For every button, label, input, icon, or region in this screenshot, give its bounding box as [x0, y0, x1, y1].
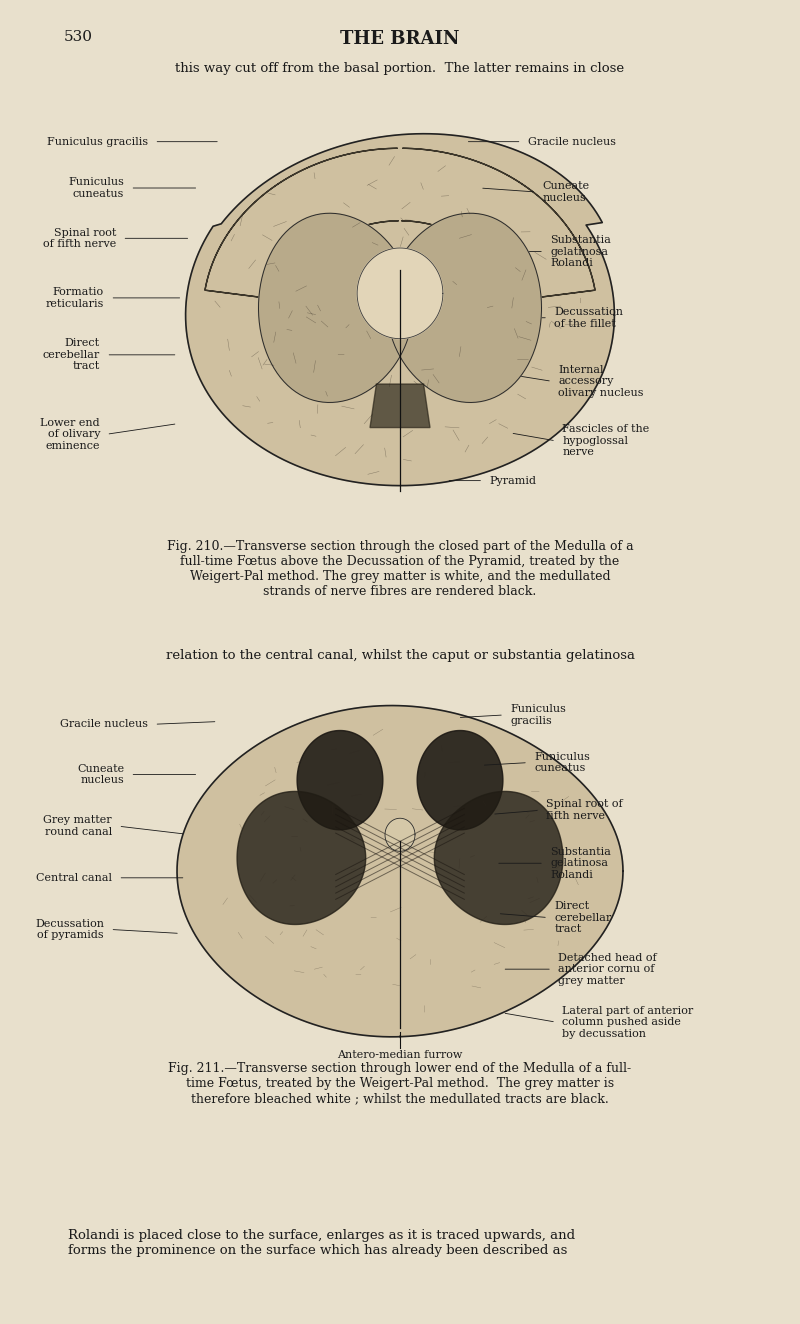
Text: Fascicles of the
hypoglossal
nerve: Fascicles of the hypoglossal nerve — [562, 424, 650, 458]
Text: Direct
cerebellar
tract: Direct cerebellar tract — [42, 338, 100, 372]
Polygon shape — [297, 731, 383, 830]
Polygon shape — [387, 213, 542, 402]
Text: Funiculus
gracilis: Funiculus gracilis — [510, 704, 566, 726]
Text: Formatio
reticularis: Formatio reticularis — [46, 287, 104, 308]
Text: Internal
accessory
olivary nucleus: Internal accessory olivary nucleus — [558, 364, 644, 399]
Text: Fig. 211.—Transverse section through lower end of the Medulla of a full-
time Fœ: Fig. 211.—Transverse section through low… — [169, 1062, 631, 1104]
Text: 530: 530 — [64, 30, 93, 45]
Text: Spinal root of
fifth nerve: Spinal root of fifth nerve — [546, 800, 623, 821]
Text: Gracile nucleus: Gracile nucleus — [60, 719, 148, 730]
Text: Decussation
of pyramids: Decussation of pyramids — [35, 919, 104, 940]
Text: THE BRAIN: THE BRAIN — [340, 30, 460, 49]
Polygon shape — [434, 792, 563, 924]
Text: Decussation
of the fillet: Decussation of the fillet — [554, 307, 623, 328]
Text: Rolandi is placed close to the surface, enlarges as it is traced upwards, and
fo: Rolandi is placed close to the surface, … — [68, 1229, 575, 1256]
Text: relation to the central canal, whilst the caput or substantia gelatinosa: relation to the central canal, whilst th… — [166, 649, 634, 662]
Polygon shape — [417, 731, 503, 830]
Text: Gracile nucleus: Gracile nucleus — [528, 136, 616, 147]
Polygon shape — [357, 248, 443, 339]
Text: Substantia
gelatinosa
Rolandi: Substantia gelatinosa Rolandi — [550, 846, 611, 880]
Text: Lower end
of olivary
eminence: Lower end of olivary eminence — [40, 417, 100, 451]
Text: Spinal root
of fifth nerve: Spinal root of fifth nerve — [42, 228, 116, 249]
Polygon shape — [258, 213, 413, 402]
Text: Fig. 210.—Transverse section through the closed part of the Medulla of a
full-ti: Fig. 210.—Transverse section through the… — [166, 540, 634, 598]
Text: Pyramid: Pyramid — [490, 475, 537, 486]
Polygon shape — [402, 148, 595, 301]
Text: Lateral part of anterior
column pushed aside
by decussation: Lateral part of anterior column pushed a… — [562, 1005, 694, 1039]
Text: Direct
cerebellar
tract: Direct cerebellar tract — [554, 900, 612, 935]
Text: this way cut off from the basal portion.  The latter remains in close: this way cut off from the basal portion.… — [175, 62, 625, 75]
Text: Cuneate
nucleus: Cuneate nucleus — [542, 181, 590, 203]
Polygon shape — [385, 818, 415, 851]
Polygon shape — [237, 792, 366, 924]
Text: Grey matter
round canal: Grey matter round canal — [43, 816, 112, 837]
Polygon shape — [177, 706, 623, 1037]
Text: Central canal: Central canal — [36, 873, 112, 883]
Text: Funiculus
cuneatus: Funiculus cuneatus — [68, 177, 124, 199]
Text: Antero-median furrow: Antero-median furrow — [338, 1050, 462, 1061]
Text: Detached head of
anterior cornu of
grey matter: Detached head of anterior cornu of grey … — [558, 952, 657, 986]
Polygon shape — [370, 384, 430, 428]
Text: Funiculus gracilis: Funiculus gracilis — [47, 136, 148, 147]
Text: Funiculus
cuneatus: Funiculus cuneatus — [534, 752, 590, 773]
Polygon shape — [186, 134, 614, 486]
Text: Cuneate
nucleus: Cuneate nucleus — [77, 764, 124, 785]
Polygon shape — [205, 148, 398, 301]
Text: Substantia
gelatinosa
Rolandi: Substantia gelatinosa Rolandi — [550, 234, 611, 269]
